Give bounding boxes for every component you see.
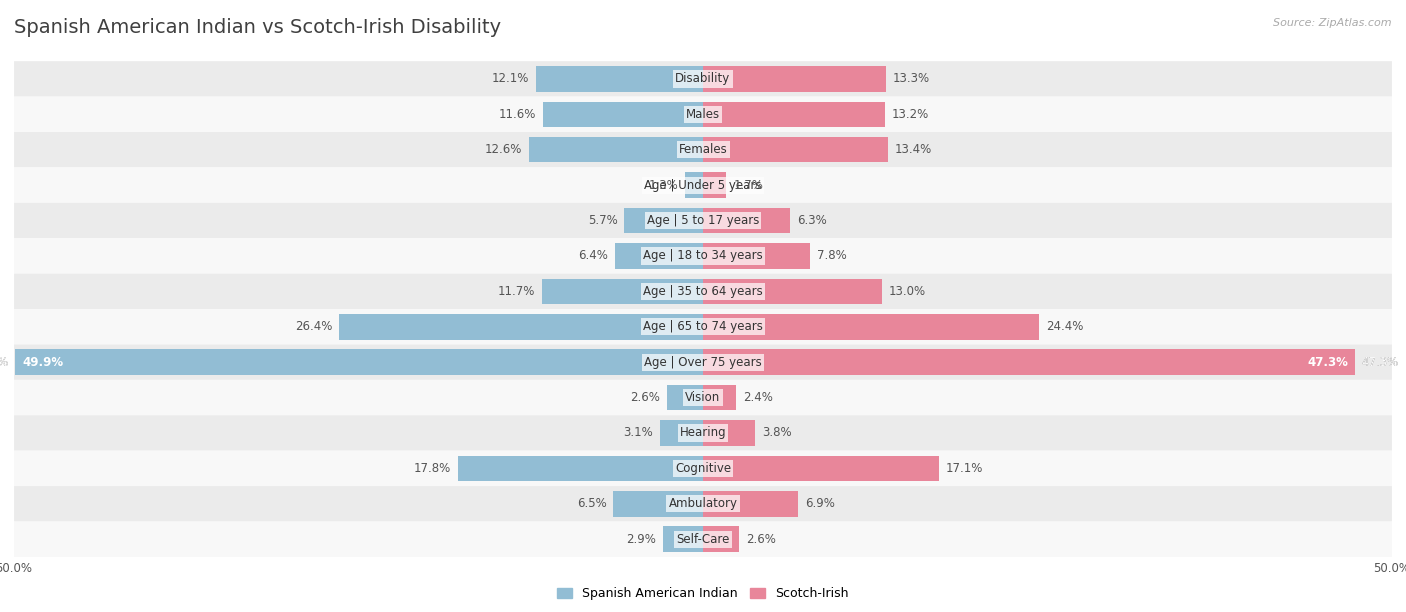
Bar [530, 137, 703, 162]
Text: Age | 5 to 17 years: Age | 5 to 17 years [647, 214, 759, 227]
Text: Age | 18 to 34 years: Age | 18 to 34 years [643, 250, 763, 263]
Text: 2.6%: 2.6% [630, 391, 661, 404]
Text: 49.9%: 49.9% [22, 356, 63, 368]
FancyBboxPatch shape [14, 309, 1392, 345]
Text: 12.1%: 12.1% [492, 72, 530, 86]
Bar [668, 385, 703, 410]
Legend: Spanish American Indian, Scotch-Irish: Spanish American Indian, Scotch-Irish [553, 582, 853, 605]
Text: 13.3%: 13.3% [893, 72, 931, 86]
Text: 3.1%: 3.1% [624, 427, 654, 439]
Text: 49.9%: 49.9% [0, 356, 8, 368]
Text: 5.7%: 5.7% [588, 214, 617, 227]
Bar [703, 173, 727, 198]
Text: 13.2%: 13.2% [891, 108, 929, 121]
Bar [339, 314, 703, 340]
Bar [624, 208, 703, 233]
Bar [614, 243, 703, 269]
Text: Age | Under 5 years: Age | Under 5 years [644, 179, 762, 192]
Text: Self-Care: Self-Care [676, 532, 730, 546]
Bar [685, 173, 703, 198]
FancyBboxPatch shape [14, 97, 1392, 132]
Bar [458, 456, 703, 481]
Bar [703, 278, 882, 304]
FancyBboxPatch shape [14, 450, 1392, 486]
Text: 17.8%: 17.8% [413, 462, 451, 475]
Text: 6.5%: 6.5% [576, 498, 606, 510]
Text: 2.4%: 2.4% [742, 391, 773, 404]
Bar [536, 66, 703, 92]
Bar [703, 314, 1039, 340]
Text: 24.4%: 24.4% [1046, 320, 1084, 334]
Text: 47.3%: 47.3% [1361, 356, 1399, 368]
Text: Females: Females [679, 143, 727, 156]
Text: Cognitive: Cognitive [675, 462, 731, 475]
Text: 47.3%: 47.3% [1361, 356, 1399, 368]
Text: 1.3%: 1.3% [648, 179, 678, 192]
Text: Vision: Vision [685, 391, 721, 404]
Text: 6.3%: 6.3% [797, 214, 827, 227]
Bar [541, 278, 703, 304]
Text: 1.7%: 1.7% [734, 179, 763, 192]
Text: Source: ZipAtlas.com: Source: ZipAtlas.com [1274, 18, 1392, 28]
Text: Ambulatory: Ambulatory [668, 498, 738, 510]
Bar [15, 349, 703, 375]
Text: 6.9%: 6.9% [806, 498, 835, 510]
Text: Age | Over 75 years: Age | Over 75 years [644, 356, 762, 368]
FancyBboxPatch shape [14, 486, 1392, 521]
Bar [661, 420, 703, 446]
Bar [543, 102, 703, 127]
Text: 13.4%: 13.4% [894, 143, 932, 156]
FancyBboxPatch shape [14, 203, 1392, 238]
Text: Age | 65 to 74 years: Age | 65 to 74 years [643, 320, 763, 334]
Text: 7.8%: 7.8% [817, 250, 846, 263]
Bar [703, 349, 1355, 375]
FancyBboxPatch shape [14, 380, 1392, 416]
Bar [703, 491, 799, 517]
Text: 11.6%: 11.6% [499, 108, 536, 121]
FancyBboxPatch shape [14, 521, 1392, 557]
FancyBboxPatch shape [14, 274, 1392, 309]
Text: 49.9%: 49.9% [0, 356, 8, 368]
Bar [703, 420, 755, 446]
Text: Spanish American Indian vs Scotch-Irish Disability: Spanish American Indian vs Scotch-Irish … [14, 18, 501, 37]
Bar [703, 385, 737, 410]
Text: 13.0%: 13.0% [889, 285, 927, 298]
Text: 2.9%: 2.9% [626, 532, 657, 546]
Text: 47.3%: 47.3% [1308, 356, 1348, 368]
FancyBboxPatch shape [14, 61, 1392, 97]
Text: 26.4%: 26.4% [295, 320, 332, 334]
Text: Hearing: Hearing [679, 427, 727, 439]
Bar [664, 526, 703, 552]
Text: Males: Males [686, 108, 720, 121]
Text: 17.1%: 17.1% [945, 462, 983, 475]
Text: 3.8%: 3.8% [762, 427, 792, 439]
Text: 12.6%: 12.6% [485, 143, 523, 156]
FancyBboxPatch shape [14, 168, 1392, 203]
Text: Age | 35 to 64 years: Age | 35 to 64 years [643, 285, 763, 298]
Bar [613, 491, 703, 517]
Bar [703, 243, 810, 269]
Bar [703, 208, 790, 233]
Bar [703, 66, 886, 92]
Text: 11.7%: 11.7% [498, 285, 534, 298]
Text: Disability: Disability [675, 72, 731, 86]
Text: 2.6%: 2.6% [745, 532, 776, 546]
FancyBboxPatch shape [14, 238, 1392, 274]
Bar [703, 102, 884, 127]
Text: 6.4%: 6.4% [578, 250, 607, 263]
FancyBboxPatch shape [14, 132, 1392, 168]
FancyBboxPatch shape [14, 416, 1392, 450]
FancyBboxPatch shape [14, 345, 1392, 380]
Bar [703, 526, 738, 552]
Bar [703, 137, 887, 162]
Bar [703, 456, 939, 481]
